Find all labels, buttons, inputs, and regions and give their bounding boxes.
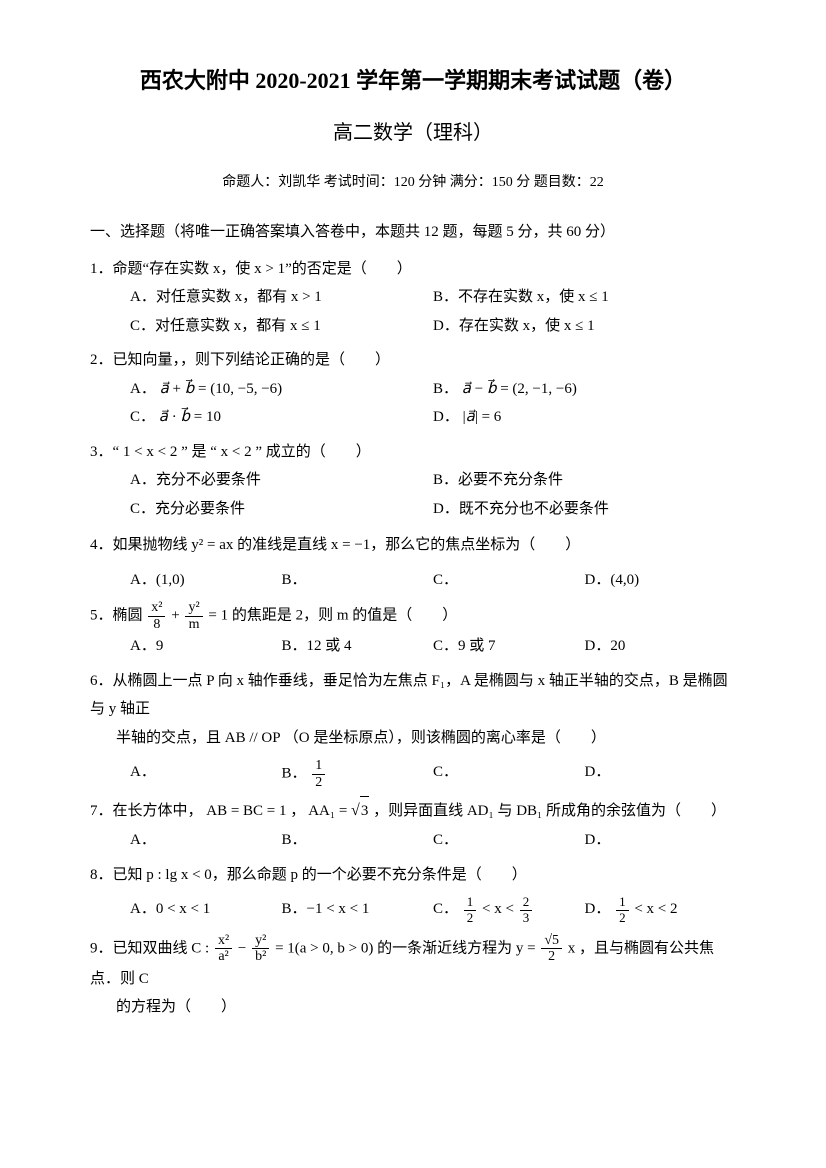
section-1-header: 一、选择题（将唯一正确答案填入答卷中，本题共 12 题，每题 5 分，共 60 … xyxy=(90,218,736,247)
q4-stem: 4．如果抛物线 y² = ax 的准线是直线 x = −1，那么它的焦点坐标为（… xyxy=(90,531,736,560)
q8-opt-b: B．−1 < x < 1 xyxy=(282,895,434,925)
exam-page: 西农大附中 2020-2021 学年第一学期期末考试试题（卷） 高二数学（理科）… xyxy=(0,0,826,1168)
q5-stem: 5．椭圆 x² 8 + y² m = 1 的焦距是 2，则 m 的值是（ ） xyxy=(90,600,736,632)
q8-stem: 8．已知 p : lg x < 0，那么命题 p 的一个必要不充分条件是（ ） xyxy=(90,861,736,890)
sqrt-icon: √3 xyxy=(351,796,369,826)
q1-options: A．对任意实数 x，都有 x > 1 B．不存在实数 x，使 x ≤ 1 C．对… xyxy=(90,283,736,340)
q3-stem: 3．“ 1 < x < 2 ” 是 “ x < 2 ” 成立的（ ） xyxy=(90,438,736,467)
q1-stem: 1．命题“存在实数 x，使 x > 1”的否定是（ ） xyxy=(90,255,736,284)
label: A． xyxy=(130,381,156,397)
q2-options: A． a⃗ + b⃗ = (10, −5, −6) B． a⃗ − b⃗ = (… xyxy=(90,375,736,432)
question-2: 2．已知向量，，则下列结论正确的是（ ） A． a⃗ + b⃗ = (10, −… xyxy=(90,346,736,432)
q8-opt-a: A．0 < x < 1 xyxy=(130,895,282,925)
q5-opt-d: D．20 xyxy=(585,632,737,661)
q6-opt-a: A． xyxy=(130,758,282,790)
q7-pre: 7．在长方体中， AB = BC = 1 ， AA₁ = xyxy=(90,803,351,819)
q3-options: A．充分不必要条件 B．必要不充分条件 C．充分必要条件 D．既不充分也不必要条… xyxy=(90,466,736,523)
label: B． xyxy=(433,381,458,397)
question-9: 9．已知双曲线 C : x² a² − y² b² = 1(a > 0, b >… xyxy=(90,933,736,1022)
q4-opt-c: C． xyxy=(433,566,585,595)
question-4: 4．如果抛物线 y² = ax 的准线是直线 x = −1，那么它的焦点坐标为（… xyxy=(90,531,736,594)
q3-opt-c: C．充分必要条件 xyxy=(130,495,433,524)
q9-line2: 的方程为（ ） xyxy=(90,993,736,1022)
q9-line1: 9．已知双曲线 C : x² a² − y² b² = 1(a > 0, b >… xyxy=(90,933,736,993)
plus: + xyxy=(171,608,183,624)
q3-opt-d: D．既不充分也不必要条件 xyxy=(433,495,736,524)
q2-opt-b: B． a⃗ − b⃗ = (2, −1, −6) xyxy=(433,375,736,404)
q7-post: ，则异面直线 AD₁ 与 DB₁ 所成角的余弦值为（ ） xyxy=(373,803,726,819)
page-meta: 命题人：刘凯华 考试时间：120 分钟 满分：150 分 题目数：22 xyxy=(90,170,736,197)
label: C． xyxy=(433,902,458,918)
q2-opt-d: D． |a⃗| = 6 xyxy=(433,403,736,432)
frac-c1: 1 2 xyxy=(464,895,477,925)
frac-d: 1 2 xyxy=(616,895,629,925)
q3-opt-a: A．充分不必要条件 xyxy=(130,466,433,495)
q5-opt-a: A．9 xyxy=(130,632,282,661)
frac-2: y² b² xyxy=(252,933,269,965)
post: < x < 2 xyxy=(634,902,677,918)
frac-1: x² a² xyxy=(215,933,232,965)
q1-opt-a: A．对任意实数 x，都有 x > 1 xyxy=(130,283,433,312)
question-7: 7．在长方体中， AB = BC = 1 ， AA₁ = √3 ，则异面直线 A… xyxy=(90,796,736,855)
q5-pre: 5．椭圆 xyxy=(90,608,146,624)
q8-opt-c: C． 1 2 < x < 2 3 xyxy=(433,895,585,925)
q5-post: = 1 的焦距是 2，则 m 的值是（ ） xyxy=(208,608,457,624)
q2-opt-a: A． a⃗ + b⃗ = (10, −5, −6) xyxy=(130,375,433,404)
q7-stem: 7．在长方体中， AB = BC = 1 ， AA₁ = √3 ，则异面直线 A… xyxy=(90,796,736,826)
label: B． xyxy=(282,766,307,782)
question-3: 3．“ 1 < x < 2 ” 是 “ x < 2 ” 成立的（ ） A．充分不… xyxy=(90,438,736,524)
frac-c2: 2 3 xyxy=(520,895,533,925)
q4-opt-d: D．(4,0) xyxy=(585,566,737,595)
q7-opt-d: D． xyxy=(585,826,737,855)
q5-opt-b: B．12 或 4 xyxy=(282,632,434,661)
q7-opt-c: C． xyxy=(433,826,585,855)
frac-2: y² m xyxy=(185,600,202,632)
q8-opt-d: D． 1 2 < x < 2 xyxy=(585,895,737,925)
q9-mid: = 1(a > 0, b > 0) 的一条渐近线方程为 y = xyxy=(275,940,539,956)
q5-options: A．9 B．12 或 4 C．9 或 7 D．20 xyxy=(90,632,736,661)
label: D． xyxy=(585,902,611,918)
q6-opt-b: B． 1 2 xyxy=(282,758,434,790)
q4-opt-b: B． xyxy=(282,566,434,595)
q1-opt-d: D．存在实数 x，使 x ≤ 1 xyxy=(433,312,736,341)
q4-opt-a: A．(1,0) xyxy=(130,566,282,595)
frac-3: √5 2 xyxy=(541,933,562,965)
q4-options: A．(1,0) B． C． D．(4,0) xyxy=(90,566,736,595)
q1-opt-b: B．不存在实数 x，使 x ≤ 1 xyxy=(433,283,736,312)
q7-options: A． B． C． D． xyxy=(90,826,736,855)
q9-pre: 9．已知双曲线 C : xyxy=(90,940,213,956)
q3-opt-b: B．必要不充分条件 xyxy=(433,466,736,495)
question-1: 1．命题“存在实数 x，使 x > 1”的否定是（ ） A．对任意实数 x，都有… xyxy=(90,255,736,341)
frac-1: x² 8 xyxy=(148,600,165,632)
q6-line1: 6．从椭圆上一点 P 向 x 轴作垂线，垂足恰为左焦点 F₁，A 是椭圆与 x … xyxy=(90,667,736,724)
question-5: 5．椭圆 x² 8 + y² m = 1 的焦距是 2，则 m 的值是（ ） A… xyxy=(90,600,736,660)
q6-options: A． B． 1 2 C． D． xyxy=(90,758,736,790)
q5-opt-c: C．9 或 7 xyxy=(433,632,585,661)
label: C． xyxy=(130,409,155,425)
label: D． xyxy=(433,409,459,425)
q2-opt-c: C． a⃗ · b⃗ = 10 xyxy=(130,403,433,432)
q6-opt-c: C． xyxy=(433,758,585,790)
q2-stem: 2．已知向量，，则下列结论正确的是（ ） xyxy=(90,346,736,375)
page-subtitle: 高二数学（理科） xyxy=(90,114,736,152)
q7-opt-a: A． xyxy=(130,826,282,855)
question-8: 8．已知 p : lg x < 0，那么命题 p 的一个必要不充分条件是（ ） … xyxy=(90,861,736,925)
q6-line2: 半轴的交点，且 AB // OP （O 是坐标原点），则该椭圆的离心率是（ ） xyxy=(90,724,736,753)
q7-opt-b: B． xyxy=(282,826,434,855)
mid: < x < xyxy=(482,902,518,918)
frac-b: 1 2 xyxy=(312,758,325,790)
question-6: 6．从椭圆上一点 P 向 x 轴作垂线，垂足恰为左焦点 F₁，A 是椭圆与 x … xyxy=(90,667,736,790)
q8-options: A．0 < x < 1 B．−1 < x < 1 C． 1 2 < x < 2 … xyxy=(90,895,736,925)
minus: − xyxy=(238,940,250,956)
page-title: 西农大附中 2020-2021 学年第一学期期末考试试题（卷） xyxy=(90,60,736,102)
q6-opt-d: D． xyxy=(585,758,737,790)
q1-opt-c: C．对任意实数 x，都有 x ≤ 1 xyxy=(130,312,433,341)
